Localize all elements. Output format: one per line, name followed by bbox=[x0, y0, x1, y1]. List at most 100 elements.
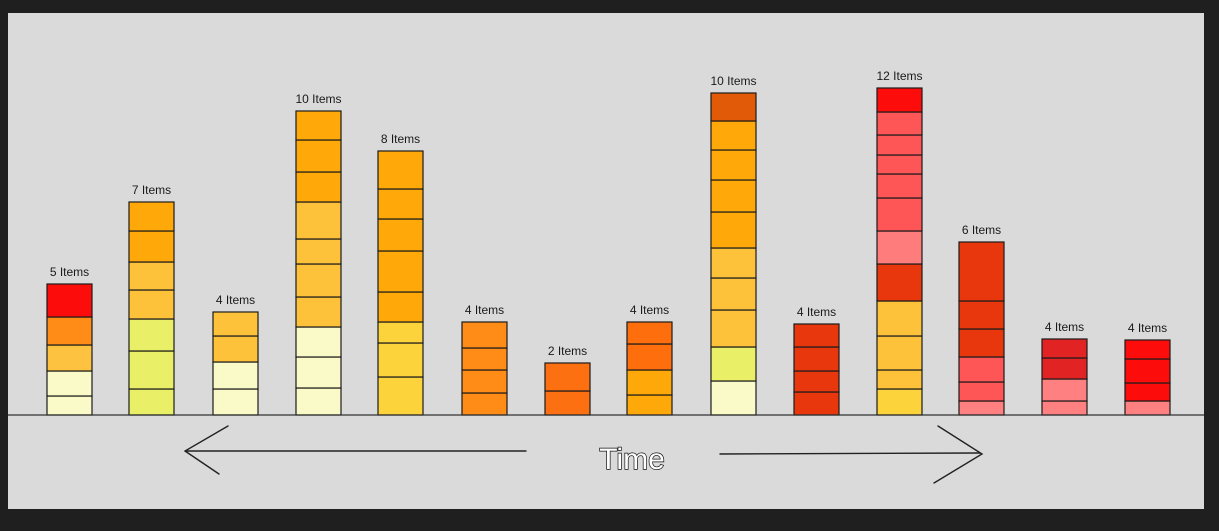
stack-12-block-2 bbox=[958, 381, 1005, 402]
stack-12: 6 Items bbox=[958, 223, 1005, 416]
stack-5-count-label: 8 Items bbox=[381, 132, 420, 146]
stack-11: 12 Items bbox=[876, 69, 923, 416]
stack-7-block-1 bbox=[544, 390, 591, 416]
stack-11-block-2 bbox=[876, 369, 923, 390]
stack-9-block-9 bbox=[710, 120, 757, 151]
stack-1-block-1 bbox=[46, 395, 93, 416]
stack-9: 10 Items bbox=[710, 74, 757, 416]
stack-2-block-2 bbox=[128, 350, 175, 390]
stack-9-block-10 bbox=[710, 92, 757, 122]
stack-2-count-label: 7 Items bbox=[132, 183, 171, 197]
stack-5-block-6 bbox=[377, 218, 424, 252]
stack-4-block-10 bbox=[295, 110, 342, 141]
stack-4-block-9 bbox=[295, 139, 342, 173]
stack-8-block-2 bbox=[626, 369, 673, 396]
stacks-layer: 5 Items 7 Items 4 Items 10 Items 8 Items 4 It… bbox=[46, 69, 1171, 416]
stack-11-block-12 bbox=[876, 87, 923, 113]
stack-13: 4 Items bbox=[1041, 320, 1088, 416]
stack-11-block-10 bbox=[876, 134, 923, 156]
stack-4-block-6 bbox=[295, 238, 342, 265]
stack-11-block-4 bbox=[876, 300, 923, 337]
stack-4: 10 Items bbox=[295, 92, 342, 416]
stack-8-block-1 bbox=[626, 394, 673, 416]
stack-8-count-label: 4 Items bbox=[630, 303, 669, 317]
stack-3-count-label: 4 Items bbox=[216, 293, 255, 307]
stack-2: 7 Items bbox=[128, 183, 175, 416]
stack-4-block-3 bbox=[295, 326, 342, 358]
stack-10-block-2 bbox=[793, 370, 840, 393]
stack-2-block-3 bbox=[128, 318, 175, 352]
stack-13-block-3 bbox=[1041, 357, 1088, 380]
stack-11-count-label: 12 Items bbox=[876, 69, 922, 83]
stack-1-block-2 bbox=[46, 370, 93, 397]
stack-7-block-2 bbox=[544, 362, 591, 392]
stack-5: 8 Items bbox=[377, 132, 424, 416]
stack-9-count-label: 10 Items bbox=[710, 74, 756, 88]
stack-1-block-3 bbox=[46, 344, 93, 372]
stack-5-block-1 bbox=[377, 376, 424, 416]
stack-4-block-1 bbox=[295, 387, 342, 416]
stack-5-block-3 bbox=[377, 321, 424, 344]
stack-4-block-5 bbox=[295, 263, 342, 298]
stack-8-block-3 bbox=[626, 343, 673, 371]
stack-3-block-1 bbox=[212, 388, 259, 416]
stack-8-block-4 bbox=[626, 321, 673, 345]
stack-9-block-2 bbox=[710, 346, 757, 382]
stack-10-block-1 bbox=[793, 391, 840, 416]
stack-2-block-4 bbox=[128, 289, 175, 320]
time-label: Time bbox=[599, 443, 665, 476]
stack-12-block-5 bbox=[958, 300, 1005, 330]
stack-14-block-3 bbox=[1124, 358, 1171, 384]
stack-9-block-1 bbox=[710, 380, 757, 416]
stack-9-block-3 bbox=[710, 309, 757, 348]
stack-6-block-3 bbox=[461, 347, 508, 371]
stack-13-block-1 bbox=[1041, 400, 1088, 416]
stack-11-block-5 bbox=[876, 263, 923, 302]
stack-8: 4 Items bbox=[626, 303, 673, 416]
stack-12-block-4 bbox=[958, 328, 1005, 358]
stack-12-block-1 bbox=[958, 400, 1005, 416]
stack-1: 5 Items bbox=[46, 265, 93, 416]
stack-6: 4 Items bbox=[461, 303, 508, 416]
stack-9-block-8 bbox=[710, 149, 757, 181]
stack-7: 2 Items bbox=[544, 344, 591, 416]
stack-11-block-7 bbox=[876, 197, 923, 232]
stack-10-block-4 bbox=[793, 323, 840, 348]
stack-4-block-8 bbox=[295, 171, 342, 203]
stack-11-block-6 bbox=[876, 230, 923, 265]
stacked-items-diagram: 5 Items 7 Items 4 Items 10 Items 8 Items 4 It… bbox=[8, 69, 1204, 484]
stack-5-block-8 bbox=[377, 150, 424, 190]
stack-12-count-label: 6 Items bbox=[962, 223, 1001, 237]
stack-14-count-label: 4 Items bbox=[1128, 321, 1167, 335]
stack-4-block-7 bbox=[295, 201, 342, 240]
stack-9-block-6 bbox=[710, 211, 757, 249]
stack-5-block-4 bbox=[377, 291, 424, 323]
stack-6-block-1 bbox=[461, 392, 508, 416]
diagram-canvas: 5 Items 7 Items 4 Items 10 Items 8 Items 4 It… bbox=[8, 13, 1204, 509]
stack-7-count-label: 2 Items bbox=[548, 344, 587, 358]
stack-14-block-2 bbox=[1124, 382, 1171, 402]
stack-3-block-3 bbox=[212, 335, 259, 363]
stack-5-block-7 bbox=[377, 188, 424, 220]
stack-9-block-5 bbox=[710, 247, 757, 279]
stack-10-block-3 bbox=[793, 346, 840, 372]
stack-6-block-4 bbox=[461, 321, 508, 349]
right-arrow bbox=[719, 425, 984, 484]
stack-13-block-4 bbox=[1041, 338, 1088, 359]
stack-6-count-label: 4 Items bbox=[465, 303, 504, 317]
stack-14-block-4 bbox=[1124, 339, 1171, 360]
stack-4-block-2 bbox=[295, 356, 342, 389]
stack-1-block-4 bbox=[46, 316, 93, 346]
stack-5-block-2 bbox=[377, 342, 424, 378]
stack-1-count-label: 5 Items bbox=[50, 265, 89, 279]
stack-2-block-6 bbox=[128, 230, 175, 263]
left-arrow bbox=[183, 425, 527, 475]
stack-13-block-2 bbox=[1041, 378, 1088, 402]
stack-11-block-11 bbox=[876, 111, 923, 136]
stack-14: 4 Items bbox=[1124, 321, 1171, 416]
stack-12-block-3 bbox=[958, 356, 1005, 383]
stack-4-block-4 bbox=[295, 296, 342, 328]
stack-9-block-7 bbox=[710, 179, 757, 213]
stack-14-block-1 bbox=[1124, 400, 1171, 416]
stack-5-block-5 bbox=[377, 250, 424, 293]
